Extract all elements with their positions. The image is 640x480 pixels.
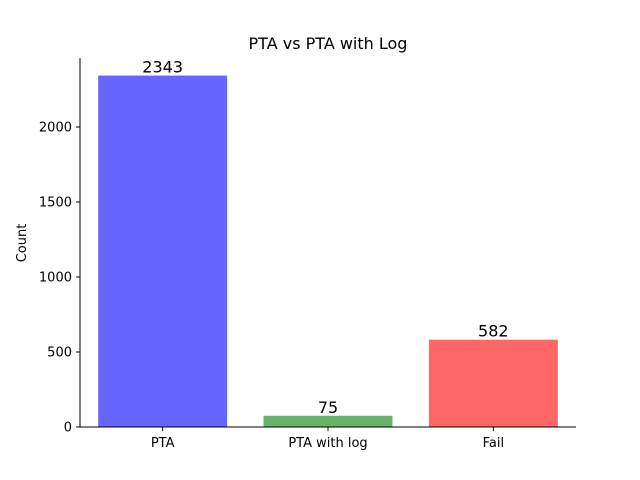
y-tick-label: 2000 bbox=[39, 121, 72, 136]
bar-pta-with-log bbox=[263, 415, 393, 427]
x-tick-label: PTA bbox=[151, 436, 175, 451]
data-label-pta: 2343 bbox=[142, 58, 183, 77]
bar-fail bbox=[428, 339, 558, 427]
y-tick-label: 1000 bbox=[39, 271, 72, 286]
y-tick-label: 1500 bbox=[39, 196, 72, 211]
data-labels-group: 2343 75 582 bbox=[142, 58, 508, 417]
bars-group bbox=[98, 75, 558, 428]
data-label-fail: 582 bbox=[478, 322, 509, 341]
data-label-pta-with-log: 75 bbox=[318, 398, 338, 417]
bar-pta bbox=[98, 75, 228, 428]
x-tick-label: PTA with log bbox=[288, 436, 367, 451]
y-tick-label: 0 bbox=[64, 421, 72, 436]
y-ticks-group: 0 500 1000 1500 2000 bbox=[39, 121, 80, 436]
y-tick-label: 500 bbox=[47, 346, 72, 361]
x-tick-label: Fail bbox=[483, 436, 504, 451]
y-axis-label: Count bbox=[15, 224, 30, 263]
x-ticks-group: PTA PTA with log Fail bbox=[151, 427, 504, 451]
chart-title: PTA vs PTA with Log bbox=[249, 34, 408, 53]
